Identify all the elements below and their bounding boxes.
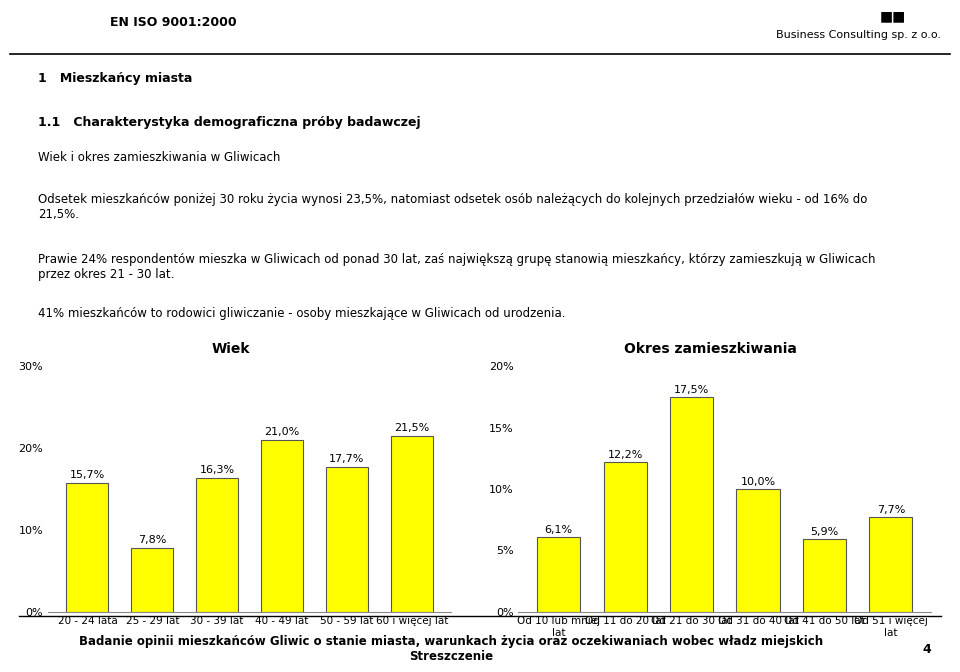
Text: 1   Mieszkańcy miasta: 1 Mieszkańcy miasta	[38, 72, 193, 85]
Bar	[325, 467, 368, 612]
Text: Wiek i okres zamieszkiwania w Gliwicach: Wiek i okres zamieszkiwania w Gliwicach	[38, 151, 280, 164]
Text: Business Consulting sp. z o.o.: Business Consulting sp. z o.o.	[776, 30, 941, 40]
Text: Wiek: Wiek	[211, 343, 250, 356]
Text: 17,7%: 17,7%	[329, 454, 365, 464]
Bar	[132, 548, 174, 612]
Bar	[736, 489, 780, 612]
Text: 15,7%: 15,7%	[70, 470, 105, 480]
Text: 4: 4	[923, 642, 931, 655]
Text: Prawie 24% respondentów mieszka w Gliwicach od ponad 30 lat, zaś największą grup: Prawie 24% respondentów mieszka w Gliwic…	[38, 253, 876, 282]
Text: 12,2%: 12,2%	[608, 450, 643, 460]
Text: 10,0%: 10,0%	[740, 476, 776, 487]
Text: 21,0%: 21,0%	[264, 427, 300, 437]
Bar	[391, 435, 433, 612]
Text: 16,3%: 16,3%	[200, 466, 235, 475]
Text: 7,7%: 7,7%	[876, 505, 905, 515]
Bar	[196, 478, 238, 612]
Text: Odsetek mieszkańców poniżej 30 roku życia wynosi 23,5%, natomiast odsetek osób n: Odsetek mieszkańców poniżej 30 roku życi…	[38, 193, 868, 221]
Text: 1.1   Charakterystyka demograficzna próby badawczej: 1.1 Charakterystyka demograficzna próby …	[38, 116, 421, 129]
Text: EN ISO 9001:2000: EN ISO 9001:2000	[110, 16, 237, 30]
Text: Okres zamieszkiwania: Okres zamieszkiwania	[624, 343, 797, 356]
Bar	[869, 517, 912, 612]
Bar	[604, 462, 647, 612]
Text: ■■: ■■	[879, 9, 906, 23]
Text: 6,1%: 6,1%	[544, 525, 573, 534]
Bar	[670, 397, 713, 612]
Text: 7,8%: 7,8%	[138, 535, 166, 545]
Text: 21,5%: 21,5%	[395, 423, 429, 433]
Text: 5,9%: 5,9%	[810, 527, 838, 537]
Text: Badanie opinii mieszkańców Gliwic o stanie miasta, warunkach życia oraz oczekiwa: Badanie opinii mieszkańców Gliwic o stan…	[79, 635, 824, 663]
Bar	[66, 483, 108, 612]
Bar	[803, 539, 846, 612]
Bar	[261, 440, 303, 612]
Text: 41% mieszkańców to rodowici gliwiczanie - osoby mieszkające w Gliwicach od urodz: 41% mieszkańców to rodowici gliwiczanie …	[38, 307, 565, 320]
Bar	[538, 537, 581, 612]
Text: 17,5%: 17,5%	[674, 384, 709, 394]
